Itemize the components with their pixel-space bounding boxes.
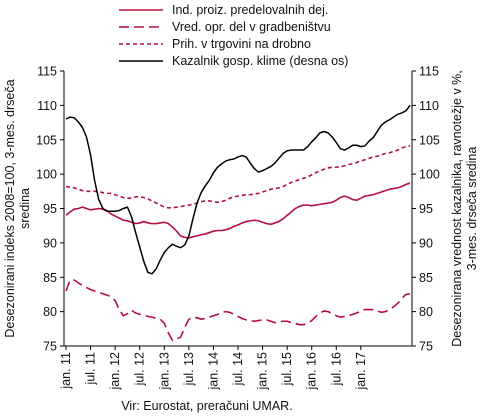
y-left-tick-label: 115	[37, 65, 57, 79]
y-left-tick-label: 105	[36, 133, 57, 147]
legend-label-2: Vred. opr. del v gradbeništvu	[172, 20, 331, 34]
series-line-3	[65, 145, 411, 209]
legend: Ind. proiz. predelovalnih dej. Vred. opr.…	[119, 3, 348, 68]
x-tick-label: jul. 14	[231, 352, 245, 386]
y-axis-left-title: Desezonirani indeks 2008=100, 3-mes. drs…	[3, 79, 32, 337]
y-left-tick-label: 75	[43, 340, 57, 354]
source-note: Vir: Eurostat, preračuni UMAR.	[121, 399, 292, 413]
y-right-tick-label: 95	[419, 202, 433, 216]
y-left-tick-label: 90	[43, 236, 57, 250]
x-tick-label: jan. 16	[305, 352, 319, 391]
y-axis-right-title: Desezonirana vrednost kazalnika, ravnote…	[450, 70, 479, 347]
y-right-tick-label: 80	[419, 305, 433, 319]
axes: 75 75 80 80 85 85 90 90 95 95 100 100 105 105 110 110 11…	[36, 65, 440, 391]
legend-label-4: Kazalnik gosp. klime (desna os)	[172, 54, 348, 68]
x-tick-label: jan. 11	[59, 352, 73, 390]
y-left-tick-label: 95	[43, 202, 57, 216]
y-right-tick-label: 85	[419, 271, 433, 285]
y-left-tick-label: 85	[43, 271, 57, 285]
x-tick-label: jul. 12	[133, 352, 147, 386]
x-tick-label: jul. 11	[84, 352, 98, 385]
legend-label-1: Ind. proiz. predelovalnih dej.	[172, 3, 328, 17]
x-tick-label: jul. 13	[182, 352, 196, 386]
series-line-1	[65, 182, 411, 239]
plot-area	[65, 104, 411, 342]
y-right-tick-label: 105	[419, 133, 440, 147]
y-left-tick-label: 100	[36, 168, 57, 182]
y-right-tick-label: 90	[419, 236, 433, 250]
y-right-tick-label: 100	[419, 168, 440, 182]
x-tick-label: jan. 14	[206, 352, 220, 391]
y-right-tick-label: 110	[419, 99, 439, 113]
y-left-tick-label: 110	[37, 99, 57, 113]
legend-label-3: Prih. v trgovini na drobno	[172, 37, 311, 51]
y-right-tick-label: 115	[419, 65, 439, 79]
series-line-2	[65, 279, 411, 342]
series-line-4	[65, 104, 411, 275]
x-tick-label: jan. 15	[256, 352, 270, 391]
x-tick-label: jul. 16	[329, 352, 343, 386]
x-tick-label: jan. 17	[354, 352, 368, 391]
x-tick-label: jan. 12	[108, 352, 122, 391]
x-tick-label: jan. 13	[157, 352, 171, 391]
y-right-tick-label: 75	[419, 340, 433, 354]
y-left-tick-label: 80	[43, 305, 57, 319]
x-tick-label: jul. 15	[280, 352, 294, 386]
